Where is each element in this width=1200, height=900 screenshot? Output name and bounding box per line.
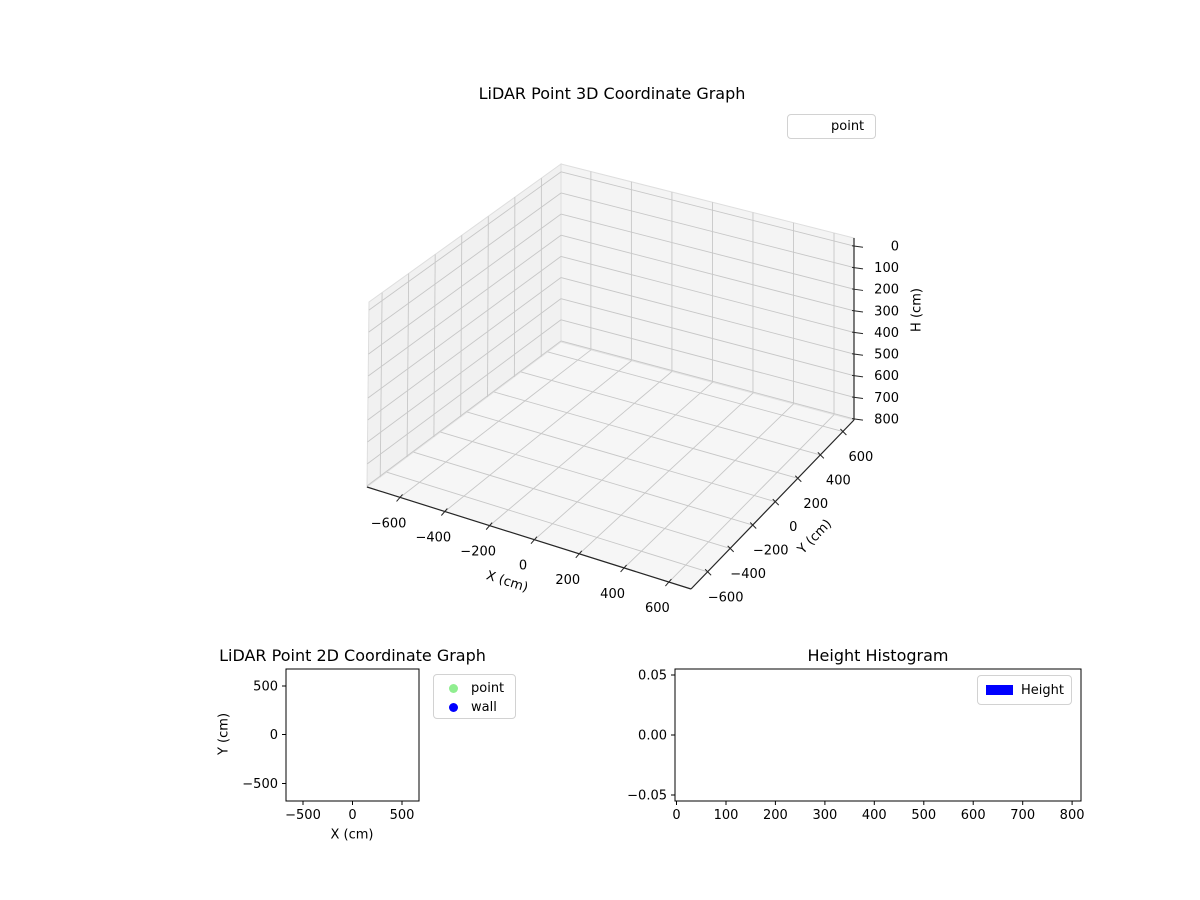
tick-label: −200: [460, 545, 496, 560]
plot3d-grid: [366, 171, 855, 583]
tick-label: 0: [519, 559, 527, 574]
tick-label: 600: [961, 808, 986, 823]
legend-item: Height: [978, 676, 1071, 704]
tick-label: 0: [891, 240, 899, 255]
tick-label: 400: [862, 808, 887, 823]
height-patch-icon: [986, 685, 1013, 695]
legend-item: point: [434, 679, 515, 698]
tick-label: −200: [753, 544, 789, 559]
legend-label-height: Height: [1021, 682, 1064, 698]
tick-label: 200: [763, 808, 788, 823]
wall-marker-icon: [449, 703, 458, 712]
tick-label: 800: [874, 412, 899, 427]
tick-label: −600: [708, 590, 744, 605]
point-marker-empty-icon: [795, 122, 821, 132]
point-marker-icon: [449, 684, 458, 693]
plot2d-legend: point wall: [433, 674, 516, 719]
legend-item: point: [788, 115, 875, 138]
tick-label: 400: [874, 326, 899, 341]
tick-label: −600: [371, 516, 407, 531]
plot3d-title: LiDAR Point 3D Coordinate Graph: [478, 84, 746, 103]
tick-label: 500: [390, 808, 415, 823]
plot3d-axis-lines: [366, 238, 855, 590]
tick-label: 600: [874, 369, 899, 384]
tick-label: 300: [812, 808, 837, 823]
tick-label: 200: [803, 497, 828, 512]
legend-label-point: point: [471, 681, 505, 696]
tick-label: 600: [645, 601, 670, 616]
tick-label: 0: [672, 808, 680, 823]
plot2d-ylabel: Y (cm): [216, 712, 232, 756]
tick-label: 800: [1060, 808, 1085, 823]
plot3d-zlabel: H (cm): [909, 288, 925, 332]
tick-label: −500: [285, 808, 321, 823]
tick-label: 400: [826, 473, 851, 488]
hist-legend: Height: [977, 675, 1072, 705]
plot2d-title: LiDAR Point 2D Coordinate Graph: [219, 646, 486, 665]
tick-label: −0.05: [627, 789, 667, 804]
tick-label: 500: [911, 808, 936, 823]
plot3d-legend: point: [787, 114, 876, 139]
tick-label: −400: [415, 531, 451, 546]
plot2d-axes: −500 0 500 −500 0 500: [242, 668, 420, 823]
tick-label: −500: [242, 777, 278, 792]
tick-label: 200: [555, 573, 580, 588]
plot3d-ticks: [396, 245, 864, 587]
legend-label-wall: wall: [471, 700, 497, 715]
plot2d-xlabel: X (cm): [330, 827, 374, 843]
tick-label: 500: [253, 680, 278, 695]
tick-label: 0.00: [638, 729, 667, 744]
tick-label: −400: [730, 567, 766, 582]
tick-label: 0: [348, 808, 356, 823]
legend-item: wall: [434, 698, 515, 717]
tick-label: 0: [270, 728, 278, 743]
tick-label: 700: [1010, 808, 1035, 823]
plot3d-tick-labels: −600−400−2000200400600−600−400−200020040…: [371, 240, 899, 617]
tick-label: 100: [874, 261, 899, 276]
tick-label: 400: [600, 587, 625, 602]
tick-label: 0.05: [638, 669, 667, 684]
tick-label: 100: [714, 808, 739, 823]
tick-label: 600: [848, 450, 873, 465]
tick-label: 0: [789, 520, 797, 535]
tick-label: 700: [874, 391, 899, 406]
legend-label-point: point: [831, 119, 865, 134]
tick-label: 200: [874, 283, 899, 298]
tick-label: 500: [874, 348, 899, 363]
tick-label: 300: [874, 304, 899, 319]
hist-title: Height Histogram: [807, 646, 949, 665]
